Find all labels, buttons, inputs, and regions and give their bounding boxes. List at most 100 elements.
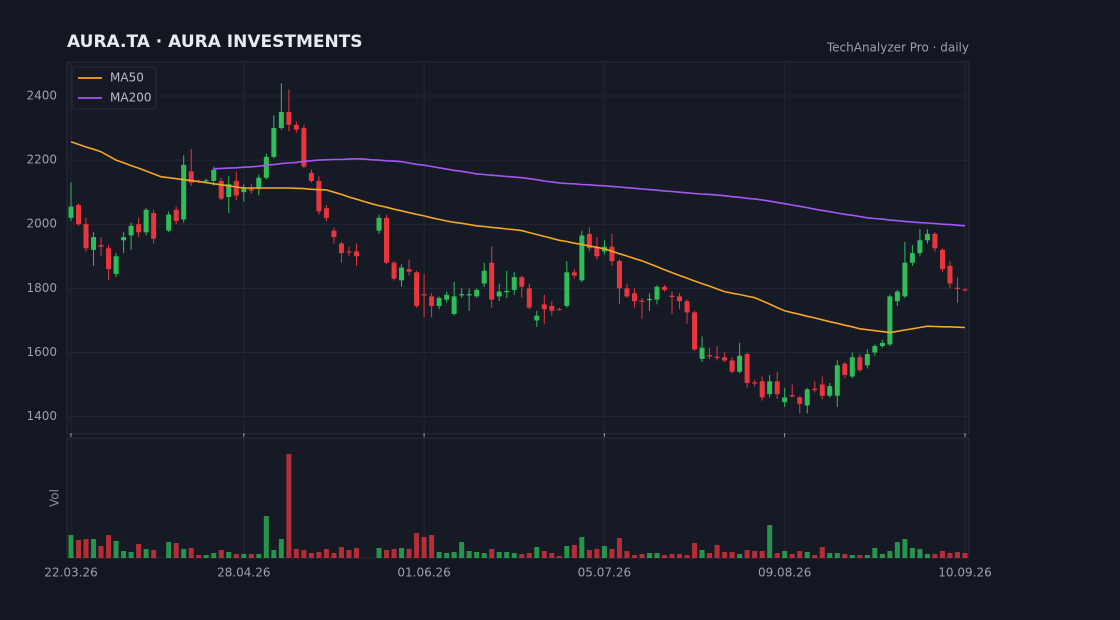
volume-bar <box>346 550 352 558</box>
candle-body <box>579 235 585 281</box>
candle-body <box>511 277 517 290</box>
candle-body <box>872 346 878 353</box>
candle-body <box>684 301 690 313</box>
volume-axis-label: Vol <box>48 489 62 507</box>
volume-bar <box>722 552 728 558</box>
candle-body <box>338 243 344 254</box>
candle-body <box>894 291 900 302</box>
volume-bar <box>947 553 953 558</box>
volume-bar <box>474 552 480 558</box>
volume-bar <box>128 552 134 558</box>
candle-body <box>789 395 795 397</box>
candle-body <box>203 180 209 182</box>
candle-body <box>962 289 968 291</box>
volume-bar <box>902 539 908 558</box>
volume-bar <box>692 543 698 558</box>
volume-bar <box>684 555 690 558</box>
candle-body <box>278 112 284 129</box>
candle-body <box>692 312 698 350</box>
candle-body <box>451 296 457 315</box>
volume-bar <box>924 554 930 558</box>
candle-body <box>166 214 172 231</box>
volume-bar <box>774 553 780 558</box>
candle-body <box>774 381 780 395</box>
volume-bar <box>151 550 157 558</box>
candle-body <box>541 304 547 310</box>
candle-body <box>271 128 277 157</box>
candle-body <box>586 233 592 249</box>
volume-bar <box>714 545 720 558</box>
candle-body <box>616 261 622 289</box>
volume-bar <box>68 535 74 558</box>
price-panel <box>66 61 970 435</box>
volume-bar <box>353 548 359 558</box>
candle-body <box>489 262 495 300</box>
candle-body <box>954 287 960 290</box>
volume-bar <box>842 554 848 558</box>
x-tick-label: 05.07.26 <box>578 566 631 580</box>
candle-body <box>496 291 502 297</box>
candle-body <box>714 356 720 358</box>
volume-bar <box>661 555 667 558</box>
candle-body <box>804 389 810 406</box>
candle-body <box>113 256 119 274</box>
volume-bar <box>271 550 277 558</box>
volume-bar <box>316 552 322 558</box>
candle-body <box>323 208 329 218</box>
y-tick-label: 2000 <box>26 217 57 231</box>
candle-body <box>661 286 667 290</box>
volume-bar <box>241 554 247 558</box>
candle-body <box>947 265 953 284</box>
volume-bar <box>819 547 825 558</box>
x-tick-label: 22.03.26 <box>44 566 97 580</box>
candle-body <box>594 246 600 257</box>
candle-body <box>346 251 352 253</box>
volume-bar <box>789 554 795 558</box>
volume-bar <box>136 544 142 558</box>
volume-bar <box>879 554 885 558</box>
volume-bar <box>308 553 314 558</box>
candle-body <box>414 272 420 306</box>
volume-bar <box>226 552 232 558</box>
candle-body <box>917 240 923 254</box>
volume-panel <box>66 437 970 559</box>
candle-body <box>827 386 833 396</box>
candle-body <box>504 290 510 293</box>
candle-body <box>564 272 570 306</box>
candle-body <box>106 248 112 270</box>
candle-body <box>308 172 314 181</box>
candle-body <box>68 206 74 218</box>
candle-body <box>173 209 179 222</box>
candle-body <box>436 297 442 306</box>
candle-body <box>924 233 930 241</box>
volume-bar <box>834 553 840 558</box>
candle-body <box>429 296 435 306</box>
volume-bar <box>399 548 405 558</box>
volume-bar <box>579 537 585 558</box>
candle-body <box>707 355 713 357</box>
candle-body <box>226 184 232 197</box>
volume-bar <box>91 539 97 558</box>
candle-body <box>842 363 848 375</box>
volume-bar <box>181 549 187 558</box>
volume-bar <box>511 553 517 558</box>
candle-body <box>849 357 855 377</box>
volume-bar <box>541 551 547 558</box>
candle-body <box>677 296 683 302</box>
volume-bar <box>962 553 968 558</box>
candle-body <box>609 246 615 262</box>
volume-bar <box>391 549 397 558</box>
legend: MA50 MA200 <box>71 66 157 110</box>
volume-bar <box>196 555 202 558</box>
volume-bar <box>639 554 645 558</box>
candle-body <box>128 225 134 236</box>
volume-bar <box>894 542 900 558</box>
candle-body <box>286 112 292 125</box>
candle-body <box>91 237 97 250</box>
candle-body <box>83 224 89 249</box>
volume-bar <box>218 550 224 558</box>
chart-title: AURA.TA · AURA INVESTMENTS <box>67 32 363 52</box>
volume-bar <box>421 537 427 558</box>
volume-bar <box>98 546 104 558</box>
